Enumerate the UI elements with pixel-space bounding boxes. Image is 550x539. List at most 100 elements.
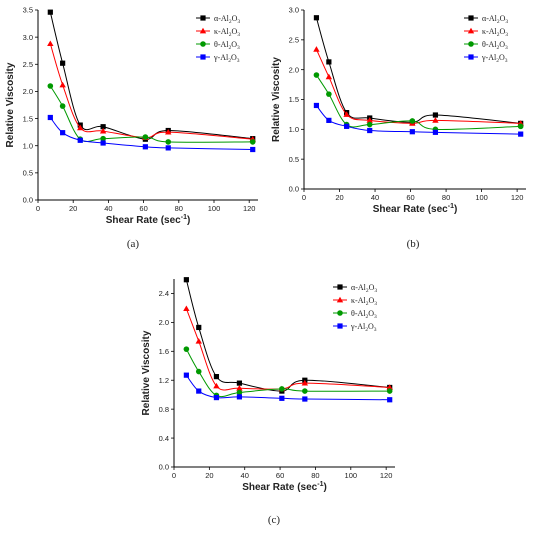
x-tick-label: 80 xyxy=(175,204,183,213)
legend-entry: κ-Al2O3 xyxy=(464,27,508,38)
legend-label: θ-Al2O3 xyxy=(214,40,240,51)
data-point xyxy=(325,73,333,80)
y-tick-label: 0.5 xyxy=(289,155,299,164)
x-tick-label: 100 xyxy=(208,204,221,213)
y-tick-label: 0.0 xyxy=(289,185,299,194)
legend-label: θ-Al2O3 xyxy=(482,40,508,51)
data-point xyxy=(326,117,332,123)
x-tick-label: 80 xyxy=(442,193,450,202)
y-tick-label: 1.5 xyxy=(289,95,299,104)
legend-label-mid: O xyxy=(499,27,505,36)
x-tick-label: 0 xyxy=(36,204,40,213)
legend-label-mid: O xyxy=(232,14,238,23)
series-2 xyxy=(313,72,524,133)
legend-label: γ-Al2O3 xyxy=(350,322,377,333)
y-tick-label: 2.4 xyxy=(159,289,169,298)
series-line xyxy=(316,74,521,130)
data-point xyxy=(213,382,220,389)
data-point xyxy=(47,9,53,15)
y-axis-label: Relative Viscosity xyxy=(271,57,282,142)
x-tick-label: 60 xyxy=(406,193,414,202)
legend-label-sub1: 2 xyxy=(497,32,500,38)
legend-label-prefix: θ-Al xyxy=(351,309,366,318)
legend-marker xyxy=(468,41,474,47)
legend-marker xyxy=(468,54,474,60)
legend-label-mid: O xyxy=(499,53,505,62)
legend-label-mid: O xyxy=(368,296,374,305)
legend-marker xyxy=(200,15,206,21)
data-point xyxy=(100,140,106,146)
legend-label-mid: O xyxy=(499,40,505,49)
legend-label-mid: O xyxy=(231,53,237,62)
data-point xyxy=(77,137,83,143)
series-1 xyxy=(313,46,524,126)
legend-label-sub2: 3 xyxy=(505,45,508,51)
legend-label-sub1: 2 xyxy=(366,288,369,294)
legend-label-sub2: 3 xyxy=(374,288,377,294)
legend-label-sub2: 3 xyxy=(237,32,240,38)
data-point xyxy=(60,130,66,136)
legend-label-prefix: α-Al xyxy=(214,14,230,23)
data-point xyxy=(326,91,332,97)
data-point xyxy=(99,127,107,134)
x-tick-label: 60 xyxy=(139,204,147,213)
data-point xyxy=(518,131,524,137)
x-axis-label: Shear Rate (sec-1) xyxy=(242,481,327,493)
x-tick-label: 20 xyxy=(69,204,77,213)
x-tick-label: 60 xyxy=(276,471,284,480)
legend-label-sub1: 2 xyxy=(496,58,499,64)
data-point xyxy=(313,72,320,78)
legend-label: γ-Al2O3 xyxy=(481,53,508,64)
y-tick-label: 2.5 xyxy=(289,36,299,45)
data-point xyxy=(236,389,243,396)
data-point xyxy=(432,129,439,135)
x-tick-label: 40 xyxy=(104,204,112,213)
data-point xyxy=(432,112,439,118)
x-axis-label: Shear Rate (sec-1) xyxy=(373,203,458,215)
data-point xyxy=(236,384,243,391)
x-tick-label: 0 xyxy=(302,193,306,202)
y-tick-label: 0.4 xyxy=(159,434,169,443)
data-point xyxy=(142,134,149,140)
chart-1: 0 20 40 60 80 100 120 0.0 0.5 1.0 1.5 2.0 2.5 3.0 Shea… xyxy=(271,6,526,250)
y-tick-label: 0.0 xyxy=(23,196,33,205)
legend-label-sub1: 2 xyxy=(366,301,369,307)
legend-label-mid: O xyxy=(369,283,375,292)
data-point xyxy=(432,117,439,123)
series-3 xyxy=(183,372,393,403)
x-axis-label: Shear Rate (sec-1) xyxy=(106,214,191,226)
legend-entry: κ-Al2O3 xyxy=(333,296,377,307)
x-axis-label-sup: -1 xyxy=(181,214,187,221)
x-axis-label-sup: -1 xyxy=(317,481,323,488)
legend-label-mid: O xyxy=(368,309,374,318)
data-point xyxy=(77,124,84,131)
legend-entry: θ-Al2O3 xyxy=(196,40,240,51)
legend-label-sub2: 3 xyxy=(505,19,508,25)
y-tick-label: 1.0 xyxy=(23,141,33,150)
y-tick-label: 3.0 xyxy=(289,6,299,15)
series-line xyxy=(49,85,253,143)
chart-0: 0 20 40 60 80 100 120 0.0 0.5 1.0 1.5 2.0 2.5 3.0 3.5 S… xyxy=(5,6,258,250)
x-tick-label: 20 xyxy=(335,193,343,202)
legend-entry: θ-Al2O3 xyxy=(333,309,377,320)
x-axis-label-close: ) xyxy=(454,204,457,215)
y-tick-label: 1.5 xyxy=(23,114,33,123)
legend-label-sub1: 2 xyxy=(365,327,368,333)
legend-marker xyxy=(337,284,343,290)
x-tick-label: 20 xyxy=(205,471,213,480)
legend-label-prefix: κ-Al xyxy=(482,27,497,36)
legend-label-mid: O xyxy=(231,40,237,49)
x-tick-label: 40 xyxy=(371,193,379,202)
x-tick-label: 120 xyxy=(380,471,393,480)
data-point xyxy=(313,46,320,52)
y-tick-label: 2.0 xyxy=(289,65,299,74)
x-tick-label: 100 xyxy=(345,471,358,480)
y-axis-label: Relative Viscosity xyxy=(5,62,16,147)
data-point xyxy=(344,123,350,129)
legend-label-sub1: 2 xyxy=(229,19,232,25)
x-axis-label-main: Shear Rate (sec xyxy=(373,204,448,215)
series-2 xyxy=(183,346,393,399)
x-tick-label: 80 xyxy=(311,471,319,480)
y-tick-label: 3.5 xyxy=(23,6,33,15)
